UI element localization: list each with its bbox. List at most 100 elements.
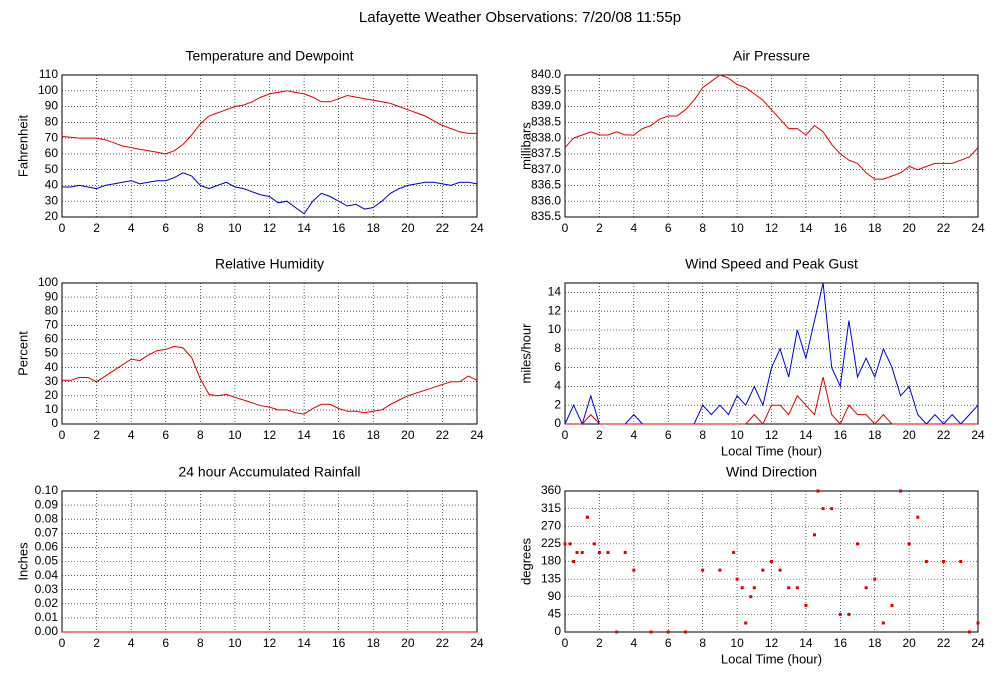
y-tick-label: 90 xyxy=(45,99,59,113)
x-tick-label: 24 xyxy=(470,428,484,442)
data-point xyxy=(899,489,903,493)
data-point xyxy=(890,603,894,607)
y-tick-label: 30 xyxy=(45,374,59,388)
x-tick-label: 8 xyxy=(197,428,204,442)
y-tick-label: 836.0 xyxy=(531,193,561,207)
data-point xyxy=(575,550,579,554)
y-axis-label: degrees xyxy=(518,538,533,585)
y-tick-label: 0.03 xyxy=(35,582,59,596)
data-point xyxy=(924,560,928,563)
y-axis-label: Inches xyxy=(15,542,30,581)
data-point xyxy=(572,560,576,563)
data-point xyxy=(873,577,877,581)
y-tick-label: 839.0 xyxy=(531,99,561,113)
y-tick-label: 2 xyxy=(554,397,561,411)
y-tick-label: 20 xyxy=(45,209,59,223)
data-point xyxy=(856,542,860,546)
y-tick-label: 14 xyxy=(548,285,562,299)
x-tick-label: 16 xyxy=(834,221,848,235)
x-tick-label: 8 xyxy=(699,221,706,235)
y-tick-label: 270 xyxy=(541,518,561,532)
data-point xyxy=(804,603,808,607)
data-point xyxy=(770,560,773,563)
data-point xyxy=(632,568,636,572)
x-tick-label: 2 xyxy=(93,636,100,650)
y-tick-label: 8 xyxy=(554,341,561,355)
y-tick-label: 50 xyxy=(45,162,59,176)
y-tick-label: 839.5 xyxy=(531,83,561,97)
y-tick-label: 12 xyxy=(548,303,562,317)
y-tick-label: 6 xyxy=(554,360,561,374)
panel-title: Wind Speed and Peak Gust xyxy=(685,256,858,272)
x-tick-label: 6 xyxy=(162,428,169,442)
panel: Relative HumidityPercent0102030405060708… xyxy=(15,256,484,442)
data-point xyxy=(740,586,744,590)
data-point xyxy=(563,542,567,546)
y-tick-label: 836.5 xyxy=(531,178,561,192)
data-point xyxy=(597,550,601,554)
x-tick-label: 20 xyxy=(401,221,415,235)
data-line xyxy=(62,172,478,215)
x-tick-label: 4 xyxy=(630,428,637,442)
y-tick-label: 0.01 xyxy=(35,610,59,624)
y-tick-label: 90 xyxy=(45,289,59,303)
y-tick-label: 0.05 xyxy=(35,554,59,568)
x-tick-label: 14 xyxy=(297,221,311,235)
y-tick-label: 50 xyxy=(45,346,59,360)
x-tick-label: 12 xyxy=(765,221,779,235)
panel: Wind Direction degrees Local Time (hour) 0 4… xyxy=(518,464,985,667)
y-tick-label: 70 xyxy=(45,317,59,331)
y-axis-label: millibars xyxy=(518,122,533,170)
x-tick-label: 8 xyxy=(197,636,204,650)
plot-frame xyxy=(564,282,979,425)
data-point xyxy=(816,489,820,493)
y-tick-label: 180 xyxy=(541,554,561,568)
data-point xyxy=(942,560,946,563)
data-line xyxy=(62,345,478,415)
y-tick-label: 837.5 xyxy=(531,146,561,160)
data-point xyxy=(606,550,610,554)
y-tick-label: 30 xyxy=(45,193,59,207)
x-tick-label: 22 xyxy=(436,636,450,650)
x-tick-label: 2 xyxy=(596,428,603,442)
y-tick-label: 0.06 xyxy=(35,540,59,554)
data-point xyxy=(718,568,722,572)
x-tick-label: 12 xyxy=(263,636,277,650)
x-tick-label: 0 xyxy=(59,428,66,442)
x-tick-label: 0 xyxy=(562,428,569,442)
x-tick-label: 18 xyxy=(868,428,882,442)
x-tick-label: 24 xyxy=(971,221,985,235)
y-tick-label: 100 xyxy=(38,83,58,97)
plot-frame xyxy=(564,74,979,218)
y-tick-label: 4 xyxy=(554,379,561,393)
x-tick-label: 20 xyxy=(401,428,415,442)
x-tick-label: 6 xyxy=(665,221,672,235)
y-tick-label: 135 xyxy=(541,571,561,585)
data-point xyxy=(701,568,705,572)
x-tick-label: 12 xyxy=(263,221,277,235)
data-point xyxy=(881,621,885,625)
y-tick-label: 40 xyxy=(45,360,59,374)
data-point xyxy=(735,577,739,581)
y-tick-label: 40 xyxy=(45,178,59,192)
y-tick-label: 90 xyxy=(548,589,562,603)
y-tick-label: 835.5 xyxy=(531,209,561,223)
x-tick-label: 18 xyxy=(367,221,381,235)
data-point xyxy=(585,515,589,519)
data-point xyxy=(683,630,687,634)
x-tick-label: 22 xyxy=(937,636,951,650)
x-tick-label: 4 xyxy=(630,221,637,235)
panel: 24 hour Accumulated RainfallInches0.000.… xyxy=(15,464,484,650)
x-tick-label: 2 xyxy=(93,428,100,442)
x-tick-label: 14 xyxy=(297,636,311,650)
x-tick-label: 16 xyxy=(834,428,848,442)
y-tick-label: 0 xyxy=(554,416,561,430)
data-point xyxy=(761,568,765,572)
y-tick-label: 45 xyxy=(548,607,562,621)
data-point xyxy=(592,542,596,546)
x-tick-label: 14 xyxy=(799,221,813,235)
y-tick-label: 360 xyxy=(541,483,561,497)
x-tick-label: 0 xyxy=(562,221,569,235)
x-tick-label: 10 xyxy=(730,636,744,650)
x-tick-label: 12 xyxy=(765,428,779,442)
